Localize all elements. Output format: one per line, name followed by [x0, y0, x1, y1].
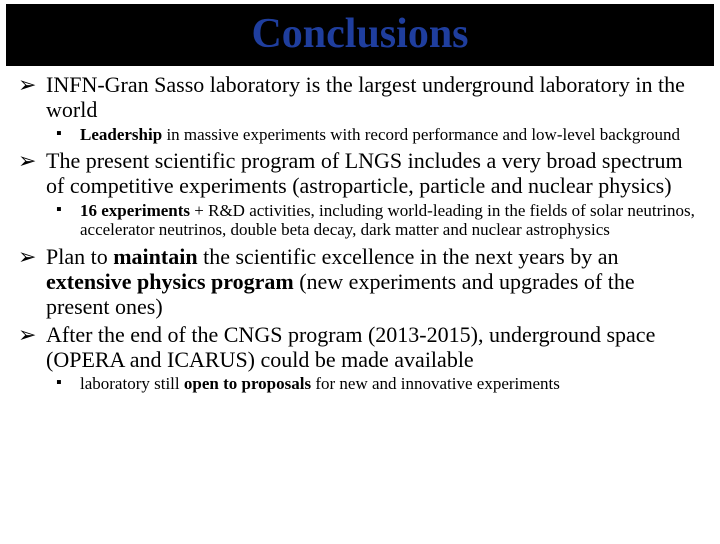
title-bar: Conclusions [6, 4, 714, 66]
sub-bullet-list: laboratory still open to proposals for n… [46, 374, 702, 394]
slide-content: INFN-Gran Sasso laboratory is the larges… [0, 72, 720, 394]
sub-bullet-list: 16 experiments + R&D activities, includi… [46, 201, 702, 240]
sub-bullet-item: Leadership in massive experiments with r… [56, 125, 702, 145]
sub-bullet-item: laboratory still open to proposals for n… [56, 374, 702, 394]
bullet-list: INFN-Gran Sasso laboratory is the larges… [18, 72, 702, 394]
sub-bullet-list: Leadership in massive experiments with r… [46, 125, 702, 145]
bullet-item: After the end of the CNGS program (2013-… [18, 322, 702, 394]
bullet-item: The present scientific program of LNGS i… [18, 148, 702, 240]
slide-title: Conclusions [6, 10, 714, 58]
bullet-item: INFN-Gran Sasso laboratory is the larges… [18, 72, 702, 144]
sub-bullet-item: 16 experiments + R&D activities, includi… [56, 201, 702, 240]
bullet-item: Plan to maintain the scientific excellen… [18, 244, 702, 320]
